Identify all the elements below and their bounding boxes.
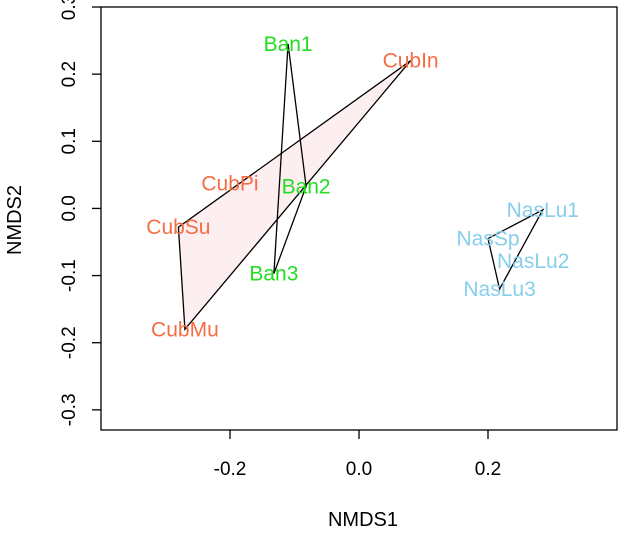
point-label-cubmu: CubMu xyxy=(151,318,219,341)
y-tick-label: 0.0 xyxy=(59,195,80,221)
point-label-layer: CubIn CubPi CubSu CubMu Ban1 Ban2 Ban3 NasLu1 Na… xyxy=(146,33,579,341)
hull-group-2 xyxy=(273,43,307,274)
x-tick-label: -0.2 xyxy=(214,459,247,480)
x-tick-label: 0.0 xyxy=(346,459,372,480)
point-label-ban1: Ban1 xyxy=(264,33,313,56)
point-label-cubin: CubIn xyxy=(383,50,439,73)
point-label-cubpi: CubPi xyxy=(201,173,258,196)
y-tick-label: -0.1 xyxy=(59,259,80,292)
y-tick-label: 0.3 xyxy=(59,0,80,20)
y-tick-label: 0.1 xyxy=(59,128,80,154)
hull-group-1 xyxy=(177,60,412,331)
x-axis: -0.2 0.0 0.2 xyxy=(214,430,501,480)
point-label-nassp: NasSp xyxy=(456,228,519,251)
y-tick-label: -0.2 xyxy=(59,326,80,359)
point-label-naslu3: NasLu3 xyxy=(463,278,535,301)
y-axis-title: NMDS2 xyxy=(4,185,26,255)
y-tick-label: -0.3 xyxy=(59,393,80,426)
point-label-naslu1: NasLu1 xyxy=(507,199,579,222)
point-label-cubsu: CubSu xyxy=(146,216,210,239)
point-label-naslu2: NasLu2 xyxy=(497,250,569,273)
y-tick-label: 0.2 xyxy=(59,61,80,87)
point-label-ban3: Ban3 xyxy=(249,263,298,286)
hull-group-3 xyxy=(487,208,545,291)
x-axis-title: NMDS1 xyxy=(328,509,398,531)
hull-layer xyxy=(177,43,545,331)
point-label-ban2: Ban2 xyxy=(282,175,331,198)
x-tick-label: 0.2 xyxy=(475,459,501,480)
y-axis: -0.3 -0.2 -0.1 0.0 0.1 0.2 0.3 xyxy=(59,0,101,426)
